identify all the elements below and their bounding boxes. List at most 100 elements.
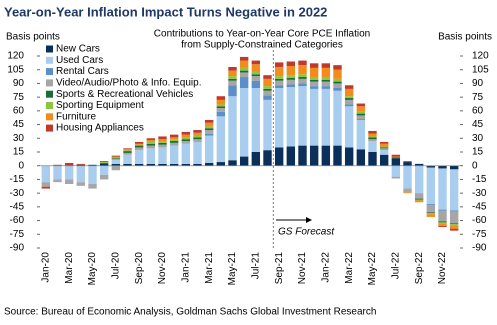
legend-label: New Cars	[56, 44, 100, 55]
bar-segment	[438, 223, 447, 227]
bar-segment	[204, 128, 214, 131]
bar-segment	[286, 77, 296, 80]
bar-segment	[298, 74, 307, 78]
bar-segment	[333, 65, 342, 70]
bar-segment	[181, 139, 191, 142]
bar-segment	[298, 77, 307, 79]
bar-segment	[239, 70, 249, 73]
bar-segment	[368, 137, 377, 140]
bar-segment	[263, 99, 272, 151]
bar-segment	[309, 77, 319, 80]
bar-segment	[286, 84, 296, 88]
bar-segment	[64, 179, 74, 184]
bar-segment	[333, 145, 342, 166]
bar-segment	[344, 98, 354, 100]
bar-segment	[158, 139, 167, 142]
bar-segment	[263, 86, 272, 89]
bar-segment	[426, 205, 436, 213]
bar-segment	[146, 138, 156, 141]
bar-segment	[356, 103, 366, 107]
bar-segment	[193, 163, 202, 166]
bar-segment	[309, 63, 319, 68]
bar-segment	[379, 154, 389, 166]
bar-segment	[111, 156, 121, 158]
bar-segment	[333, 88, 342, 91]
y-tick-label: 0	[18, 160, 24, 171]
bar-segment	[193, 139, 202, 142]
legend-swatch	[46, 124, 53, 132]
bar-segment	[286, 79, 296, 85]
bar-segment	[41, 165, 51, 183]
bar-segment	[309, 81, 319, 87]
y2-tick-label: 0	[472, 160, 478, 171]
forecast-arrowhead	[306, 217, 312, 223]
chart-subtitle: from Supply-Constrained Categories	[181, 40, 343, 51]
chart-title: Year-on-Year Inflation Impact Turns Nega…	[4, 4, 327, 19]
bar-segment	[438, 221, 447, 223]
bar-segment	[286, 87, 296, 147]
bar-segment	[298, 83, 307, 87]
x-tick-label: Sep-22	[414, 252, 425, 285]
y2-tick-label: 45	[472, 119, 484, 130]
source: Source: Bureau of Economic Analysis, Gol…	[4, 307, 376, 318]
y-axis-label: Basis points	[6, 32, 60, 43]
bar-segment	[193, 141, 202, 164]
bar-segment	[204, 122, 214, 127]
bar-segment	[391, 176, 401, 179]
bar-segment	[251, 152, 261, 166]
bar-segment	[333, 69, 342, 79]
bar-segment	[414, 165, 424, 194]
bar-segment	[146, 163, 156, 166]
x-tick-label: Sep-21	[274, 252, 285, 285]
bar-segment	[391, 165, 401, 177]
bar-segment	[263, 90, 272, 96]
bar-segment	[379, 150, 389, 155]
bar-segment	[158, 144, 167, 148]
bar-segment	[111, 163, 121, 166]
bar-segment	[298, 78, 307, 84]
y-tick-label: 75	[13, 92, 25, 103]
bar-segment	[321, 81, 331, 87]
bar-segment	[216, 104, 226, 107]
bar-segment	[204, 120, 214, 123]
bar-segment	[368, 133, 377, 137]
bar-segment	[426, 204, 436, 206]
bar-segment	[228, 66, 237, 71]
bar-segment	[76, 164, 86, 166]
bar-segment	[146, 143, 156, 146]
x-tick-label: May-22	[367, 252, 378, 286]
y2-tick-label: -30	[472, 188, 487, 199]
bar-segment	[298, 60, 307, 66]
bar-segment	[379, 147, 389, 149]
bar-segment	[134, 145, 144, 148]
bar-segment	[321, 77, 331, 80]
bar-segment	[99, 162, 109, 163]
bar-segment	[309, 88, 319, 146]
bar-segment	[158, 163, 167, 166]
bar-segment	[181, 134, 191, 138]
bar-segment	[41, 186, 51, 189]
legend-swatch	[46, 113, 53, 121]
bar-segment	[309, 145, 319, 166]
legend-label: Video/Audio/Photo & Info. Equip.	[56, 78, 201, 89]
bar-segment	[76, 182, 86, 186]
bar-segment	[204, 133, 214, 136]
bar-segment	[414, 199, 424, 201]
bar-segment	[123, 148, 132, 150]
bar-segment	[449, 225, 459, 229]
y-tick-label: 60	[13, 105, 25, 116]
bar-segment	[146, 140, 156, 142]
bar-segment	[333, 78, 342, 82]
bar-segment	[274, 147, 284, 166]
legend-swatch	[46, 79, 53, 87]
bar-segment	[41, 182, 51, 187]
bar-segment	[146, 145, 156, 149]
y-tick-label: -60	[10, 215, 25, 226]
bar-segment	[309, 86, 319, 89]
bar-segment	[181, 141, 191, 144]
bar-segment	[321, 63, 331, 68]
bar-segment	[286, 66, 296, 76]
y-tick-label: 120	[7, 51, 24, 62]
bar-segment	[438, 222, 447, 224]
y2-tick-label: -60	[472, 215, 487, 226]
